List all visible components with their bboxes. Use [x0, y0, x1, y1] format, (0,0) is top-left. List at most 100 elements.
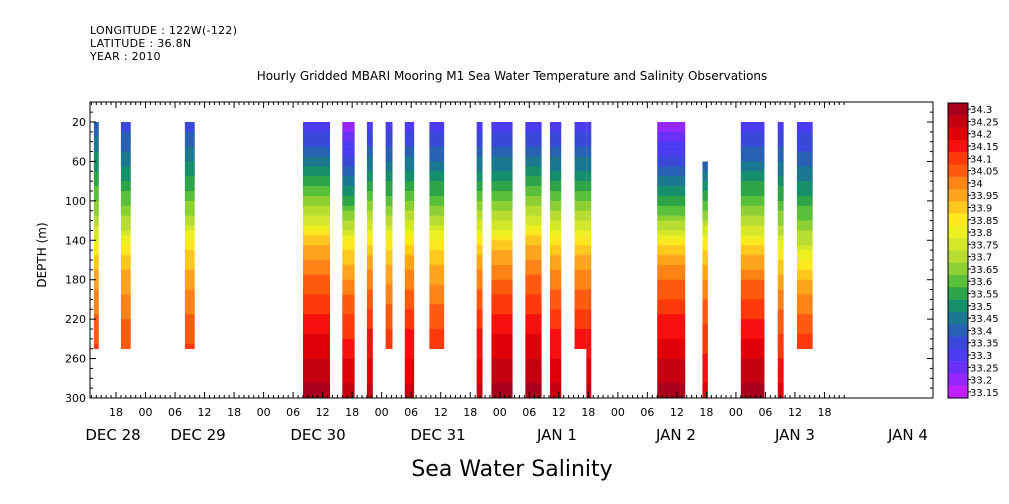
salinity-cell [549, 122, 562, 128]
salinity-cell [342, 324, 355, 330]
salinity-cell [491, 329, 513, 335]
salinity-cell [429, 274, 445, 281]
salinity-cell [429, 161, 445, 167]
salinity-cell [796, 255, 813, 261]
salinity-cell [702, 304, 708, 310]
salinity-cell [549, 176, 562, 182]
salinity-cell [586, 161, 592, 167]
y-tick-label: 140 [65, 234, 86, 247]
salinity-cell [476, 156, 483, 162]
salinity-cell [740, 329, 765, 335]
x-day-label: JAN 3 [774, 426, 815, 444]
salinity-cell [429, 309, 445, 315]
salinity-cell [777, 255, 784, 261]
salinity-cell [491, 225, 513, 231]
salinity-cell [525, 225, 542, 231]
salinity-cell [93, 126, 99, 133]
salinity-cell [404, 240, 415, 246]
salinity-cell [184, 324, 195, 330]
salinity-cell [93, 181, 99, 187]
salinity-cell [404, 269, 415, 276]
salinity-cell [525, 240, 542, 246]
salinity-cell [184, 181, 195, 187]
salinity-cell [342, 200, 355, 207]
salinity-cell [525, 131, 542, 138]
salinity-cell [702, 215, 708, 221]
salinity-cell [777, 348, 784, 354]
salinity-cell [342, 141, 355, 147]
salinity-cell [491, 274, 513, 281]
salinity-cell [476, 284, 483, 290]
salinity-cell [429, 122, 445, 128]
salinity-cell [549, 195, 562, 202]
salinity-cell [702, 324, 708, 330]
colorbar-swatch [948, 299, 968, 313]
salinity-cell [525, 279, 542, 285]
salinity-cell [429, 126, 445, 133]
salinity-cell [586, 358, 592, 364]
salinity-cell [525, 284, 542, 290]
salinity-cell [657, 131, 686, 138]
salinity-cell [574, 304, 587, 310]
salinity-cell [657, 269, 686, 276]
salinity-cell [657, 136, 686, 143]
salinity-cell [342, 161, 355, 167]
salinity-cell [429, 250, 445, 256]
salinity-cell [796, 176, 813, 182]
salinity-cell [404, 200, 415, 207]
salinity-cell [184, 279, 195, 285]
salinity-cell [120, 343, 131, 350]
salinity-cell [657, 368, 686, 374]
salinity-cell [366, 146, 373, 152]
salinity-cell [549, 255, 562, 261]
salinity-cell [740, 363, 765, 369]
salinity-cell [404, 309, 415, 315]
salinity-cell [586, 373, 592, 379]
salinity-cell [120, 255, 131, 261]
salinity-cell [342, 151, 355, 157]
salinity-cell [366, 388, 373, 394]
salinity-cell [740, 235, 765, 241]
salinity-cell [404, 274, 415, 281]
salinity-cell [404, 289, 415, 295]
salinity-cell [429, 333, 445, 340]
salinity-cell [525, 343, 542, 350]
salinity-cell [184, 235, 195, 241]
salinity-cell [302, 240, 331, 246]
salinity-cell [574, 240, 587, 246]
salinity-cell [302, 235, 331, 241]
salinity-cell [342, 250, 355, 256]
salinity-cell [404, 255, 415, 261]
x-day-label: DEC 30 [290, 426, 345, 444]
salinity-cell [429, 319, 445, 325]
salinity-cell [476, 333, 483, 340]
salinity-cell [586, 284, 592, 290]
salinity-cell [342, 368, 355, 374]
salinity-cell [525, 338, 542, 345]
salinity-cell [404, 324, 415, 330]
salinity-cell [342, 264, 355, 271]
salinity-cell [366, 225, 373, 231]
salinity-cell [476, 191, 483, 197]
salinity-cell [120, 260, 131, 266]
salinity-cell [385, 210, 393, 216]
x-hour-label: 06 [168, 406, 182, 419]
salinity-cell [796, 279, 813, 285]
x-hour-label: 00 [257, 406, 271, 419]
salinity-cell [342, 210, 355, 216]
salinity-cell [549, 299, 562, 305]
salinity-cell [740, 368, 765, 374]
salinity-cell [404, 245, 415, 251]
salinity-cell [796, 151, 813, 157]
salinity-cell [476, 338, 483, 345]
salinity-cell [342, 348, 355, 354]
salinity-cell [657, 195, 686, 202]
salinity-cell [120, 161, 131, 167]
salinity-cell [385, 191, 393, 197]
salinity-cell [740, 393, 765, 399]
salinity-cell [657, 151, 686, 157]
salinity-cell [525, 274, 542, 281]
salinity-cell [549, 126, 562, 133]
salinity-cell [574, 255, 587, 261]
salinity-cell [586, 146, 592, 152]
